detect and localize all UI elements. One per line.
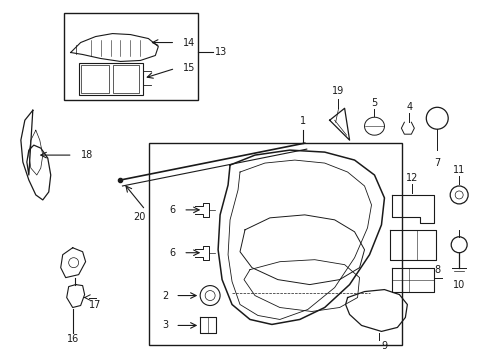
Text: 7: 7 bbox=[433, 158, 440, 168]
Text: 17: 17 bbox=[88, 300, 101, 310]
Bar bbox=[112, 66, 139, 93]
Text: 15: 15 bbox=[183, 63, 195, 73]
Text: 10: 10 bbox=[452, 280, 465, 289]
Text: 9: 9 bbox=[381, 341, 386, 351]
Text: 6: 6 bbox=[169, 205, 175, 215]
Text: 1: 1 bbox=[299, 116, 305, 126]
Text: 16: 16 bbox=[66, 334, 79, 345]
Text: 3: 3 bbox=[162, 320, 168, 330]
Text: 4: 4 bbox=[406, 102, 411, 112]
Text: 19: 19 bbox=[331, 86, 343, 96]
Bar bbox=[63, 13, 198, 100]
Text: 11: 11 bbox=[452, 165, 465, 175]
Text: 13: 13 bbox=[215, 48, 227, 58]
Bar bbox=[81, 66, 108, 93]
Bar bbox=[79, 63, 143, 95]
Text: 20: 20 bbox=[133, 212, 145, 222]
Text: 8: 8 bbox=[433, 265, 440, 275]
Bar bbox=[149, 143, 402, 345]
Text: 5: 5 bbox=[370, 98, 377, 108]
Text: 14: 14 bbox=[183, 37, 195, 48]
Text: 18: 18 bbox=[81, 150, 93, 160]
Text: 6: 6 bbox=[169, 248, 175, 258]
Text: 12: 12 bbox=[406, 173, 418, 183]
Text: 2: 2 bbox=[162, 291, 168, 301]
